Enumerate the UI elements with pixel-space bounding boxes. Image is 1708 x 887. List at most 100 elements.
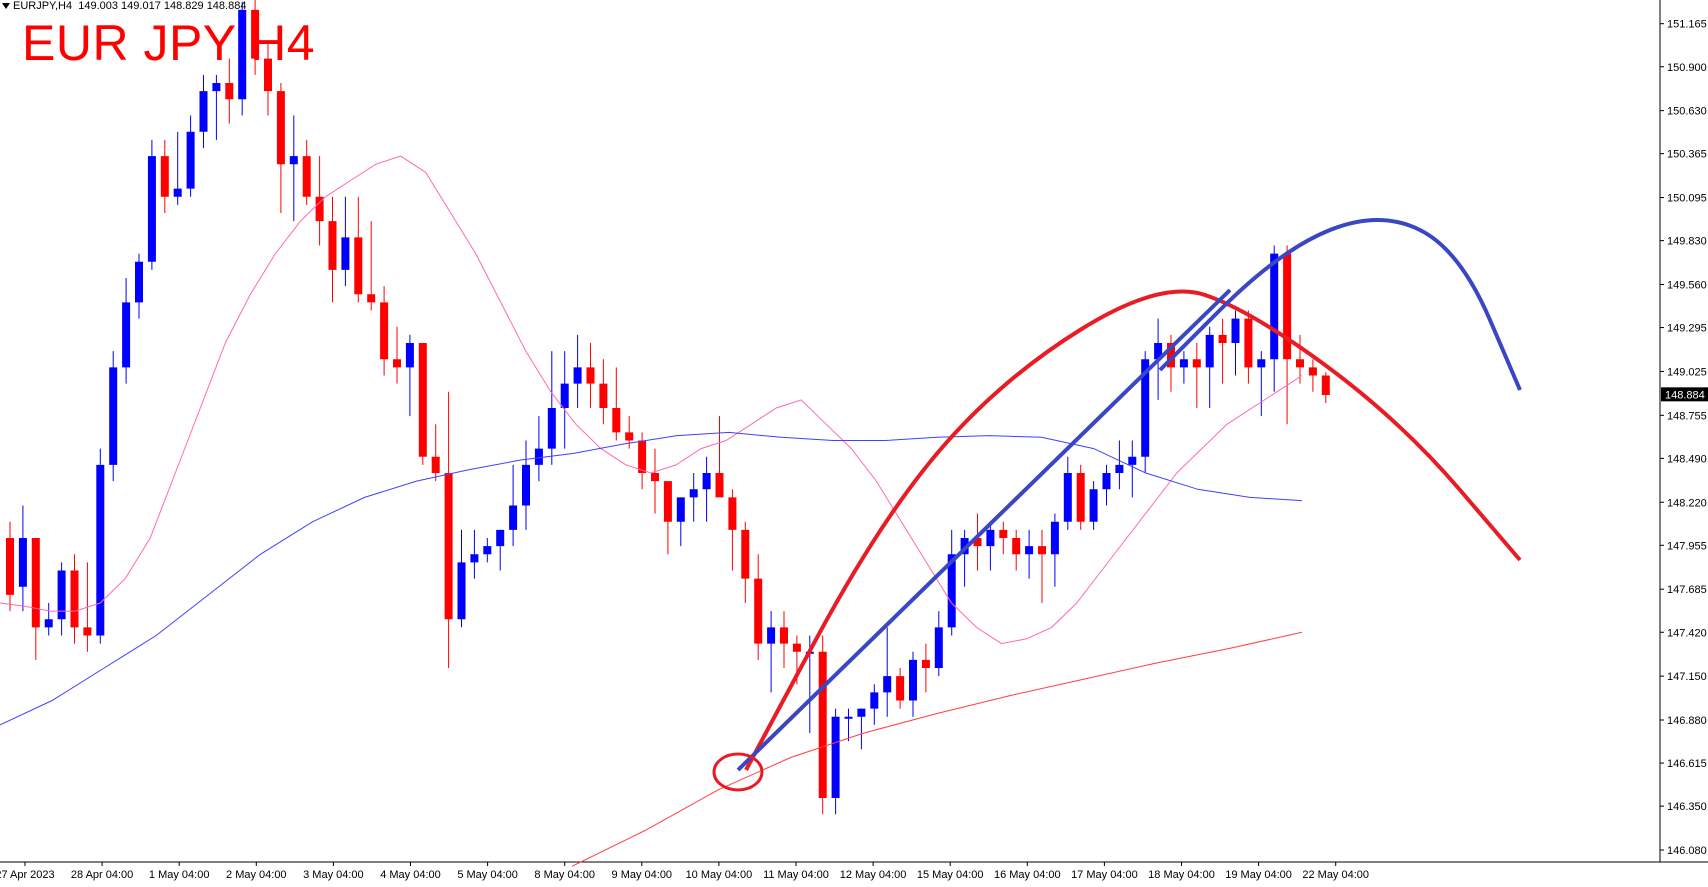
candle-body	[857, 708, 866, 717]
candle-body	[1167, 343, 1175, 368]
candle-body	[715, 473, 724, 498]
candle-body	[1179, 359, 1188, 368]
candle-body	[741, 529, 750, 579]
candle-body	[1231, 318, 1240, 343]
candle-body	[6, 538, 14, 595]
time-tick-label: 8 May 04:00	[534, 869, 595, 881]
ohlc-readout: 149.003 149.017 148.829 148.884	[78, 0, 247, 12]
candle-body	[767, 627, 776, 644]
time-tick-label: 16 May 04:00	[994, 869, 1061, 881]
candle-body	[354, 237, 363, 295]
candle-body	[728, 497, 737, 530]
candle-body	[883, 676, 892, 693]
candle-body	[1076, 473, 1085, 522]
candle-body	[870, 692, 879, 709]
candle-body	[341, 237, 350, 270]
price-tick-label: 150.095	[1667, 193, 1707, 205]
candle-body	[599, 383, 608, 408]
price-tick-label: 146.880	[1667, 715, 1707, 727]
candle-body	[651, 473, 659, 482]
candle-body	[934, 627, 943, 668]
candle-body	[676, 497, 685, 522]
dropdown-triangle-icon[interactable]	[2, 3, 10, 10]
current-price-label: 148.884	[1665, 389, 1705, 401]
time-tick-label: 28 Apr 04:00	[71, 869, 133, 881]
candle-body	[612, 408, 621, 433]
candle-body	[251, 9, 260, 59]
time-tick-label: 2 May 04:00	[226, 869, 287, 881]
time-tick-label: 4 May 04:00	[380, 869, 441, 881]
candle-body	[276, 91, 285, 165]
symbol-label: EURJPY,H4	[13, 0, 73, 12]
time-tick-label: 12 May 04:00	[840, 869, 907, 881]
candle-body	[702, 473, 711, 490]
price-tick-label: 148.490	[1667, 453, 1707, 465]
candle-body	[444, 473, 453, 620]
candle-body	[328, 221, 337, 270]
candle-body	[1296, 359, 1304, 368]
ma-fast-line	[0, 155, 1303, 645]
candle-body	[663, 481, 672, 522]
price-tick-label: 146.080	[1667, 845, 1707, 857]
candle-body	[921, 659, 930, 668]
candle-body	[1244, 318, 1253, 368]
candle-body	[1012, 538, 1021, 555]
time-tick-label: 9 May 04:00	[612, 869, 673, 881]
price-tick-label: 149.295	[1667, 323, 1707, 335]
chart-header: EURJPY,H4 149.003 149.017 148.829 148.88…	[2, 0, 246, 12]
chart-title: EUR JPY H4	[22, 15, 316, 71]
candle-body	[831, 716, 840, 798]
time-tick-label: 5 May 04:00	[457, 869, 518, 881]
candle-body	[380, 302, 389, 360]
price-tick-label: 146.350	[1667, 801, 1707, 813]
time-tick-label: 27 Apr 2023	[0, 869, 55, 881]
candle-body	[18, 538, 27, 587]
candle-body	[1063, 473, 1072, 522]
candle-body	[1089, 489, 1098, 522]
price-tick-label: 149.560	[1667, 280, 1707, 292]
candle-body	[909, 659, 917, 701]
candle-body	[302, 156, 311, 197]
candle-body	[496, 529, 505, 547]
current-price-tag	[1661, 387, 1708, 402]
time-tick-label: 3 May 04:00	[303, 869, 364, 881]
candle-body	[186, 131, 195, 189]
candle-body	[315, 196, 324, 222]
candle-body	[534, 448, 543, 465]
low-circle-marker	[712, 752, 764, 792]
candle-body	[147, 156, 156, 262]
candle-body	[83, 627, 92, 636]
ma-slow-line	[571, 631, 1303, 867]
candle-body	[1308, 367, 1317, 376]
candle-body	[483, 546, 492, 555]
candle-body	[109, 367, 118, 465]
candle-body	[470, 554, 479, 563]
candle-body	[638, 440, 647, 473]
time-tick-label: 22 May 04:00	[1302, 869, 1369, 881]
candle-body	[135, 261, 143, 303]
candle-body	[57, 570, 66, 620]
candle-body	[393, 359, 401, 368]
candle-body	[1025, 546, 1034, 555]
candle-body	[1050, 521, 1059, 555]
candle-body	[896, 676, 905, 701]
candle-body	[999, 529, 1008, 538]
projection-red-curve	[744, 289, 1522, 771]
time-tick-label: 19 May 04:00	[1225, 869, 1292, 881]
projection-blue-curve	[1158, 218, 1522, 391]
price-tick-label: 147.685	[1667, 584, 1707, 596]
price-tick-label: 149.830	[1667, 236, 1707, 248]
candle-body	[238, 9, 247, 100]
candle-body	[689, 489, 698, 498]
price-tick-label: 150.630	[1667, 106, 1707, 118]
candle-body	[457, 562, 466, 620]
price-tick-label: 148.220	[1667, 497, 1707, 509]
candle-body	[367, 294, 376, 303]
candle-body	[625, 432, 634, 441]
price-tick-label: 148.755	[1667, 410, 1707, 422]
price-tick-label: 147.420	[1667, 627, 1707, 639]
candle-body	[70, 570, 79, 628]
candle-body	[844, 716, 853, 719]
